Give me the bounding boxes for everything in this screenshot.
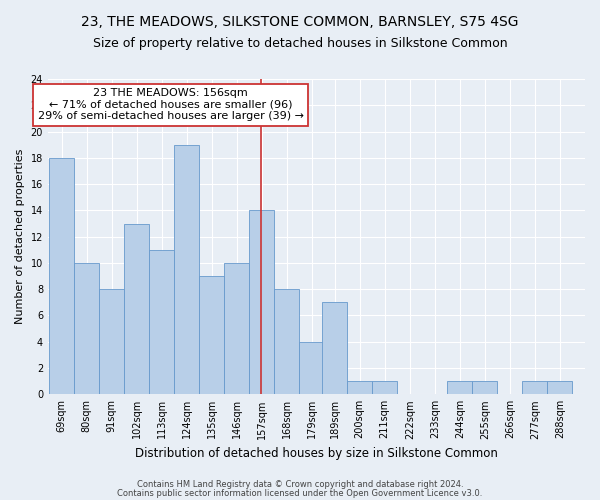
Bar bbox=[124, 224, 149, 394]
Bar bbox=[523, 381, 547, 394]
Bar bbox=[448, 381, 472, 394]
Bar bbox=[547, 381, 572, 394]
Text: Contains public sector information licensed under the Open Government Licence v3: Contains public sector information licen… bbox=[118, 488, 482, 498]
Bar bbox=[250, 210, 274, 394]
Text: 23 THE MEADOWS: 156sqm
← 71% of detached houses are smaller (96)
29% of semi-det: 23 THE MEADOWS: 156sqm ← 71% of detached… bbox=[38, 88, 304, 122]
Text: Size of property relative to detached houses in Silkstone Common: Size of property relative to detached ho… bbox=[92, 38, 508, 51]
Bar bbox=[49, 158, 74, 394]
Bar bbox=[74, 263, 99, 394]
Bar bbox=[224, 263, 250, 394]
Bar bbox=[299, 342, 325, 394]
Text: Contains HM Land Registry data © Crown copyright and database right 2024.: Contains HM Land Registry data © Crown c… bbox=[137, 480, 463, 489]
Bar bbox=[372, 381, 397, 394]
Bar bbox=[322, 302, 347, 394]
Bar bbox=[99, 289, 124, 395]
X-axis label: Distribution of detached houses by size in Silkstone Common: Distribution of detached houses by size … bbox=[135, 447, 498, 460]
Bar bbox=[472, 381, 497, 394]
Bar bbox=[174, 144, 199, 394]
Bar bbox=[199, 276, 224, 394]
Text: 23, THE MEADOWS, SILKSTONE COMMON, BARNSLEY, S75 4SG: 23, THE MEADOWS, SILKSTONE COMMON, BARNS… bbox=[81, 15, 519, 29]
Bar bbox=[149, 250, 174, 394]
Bar bbox=[274, 289, 299, 395]
Bar bbox=[347, 381, 372, 394]
Y-axis label: Number of detached properties: Number of detached properties bbox=[15, 149, 25, 324]
